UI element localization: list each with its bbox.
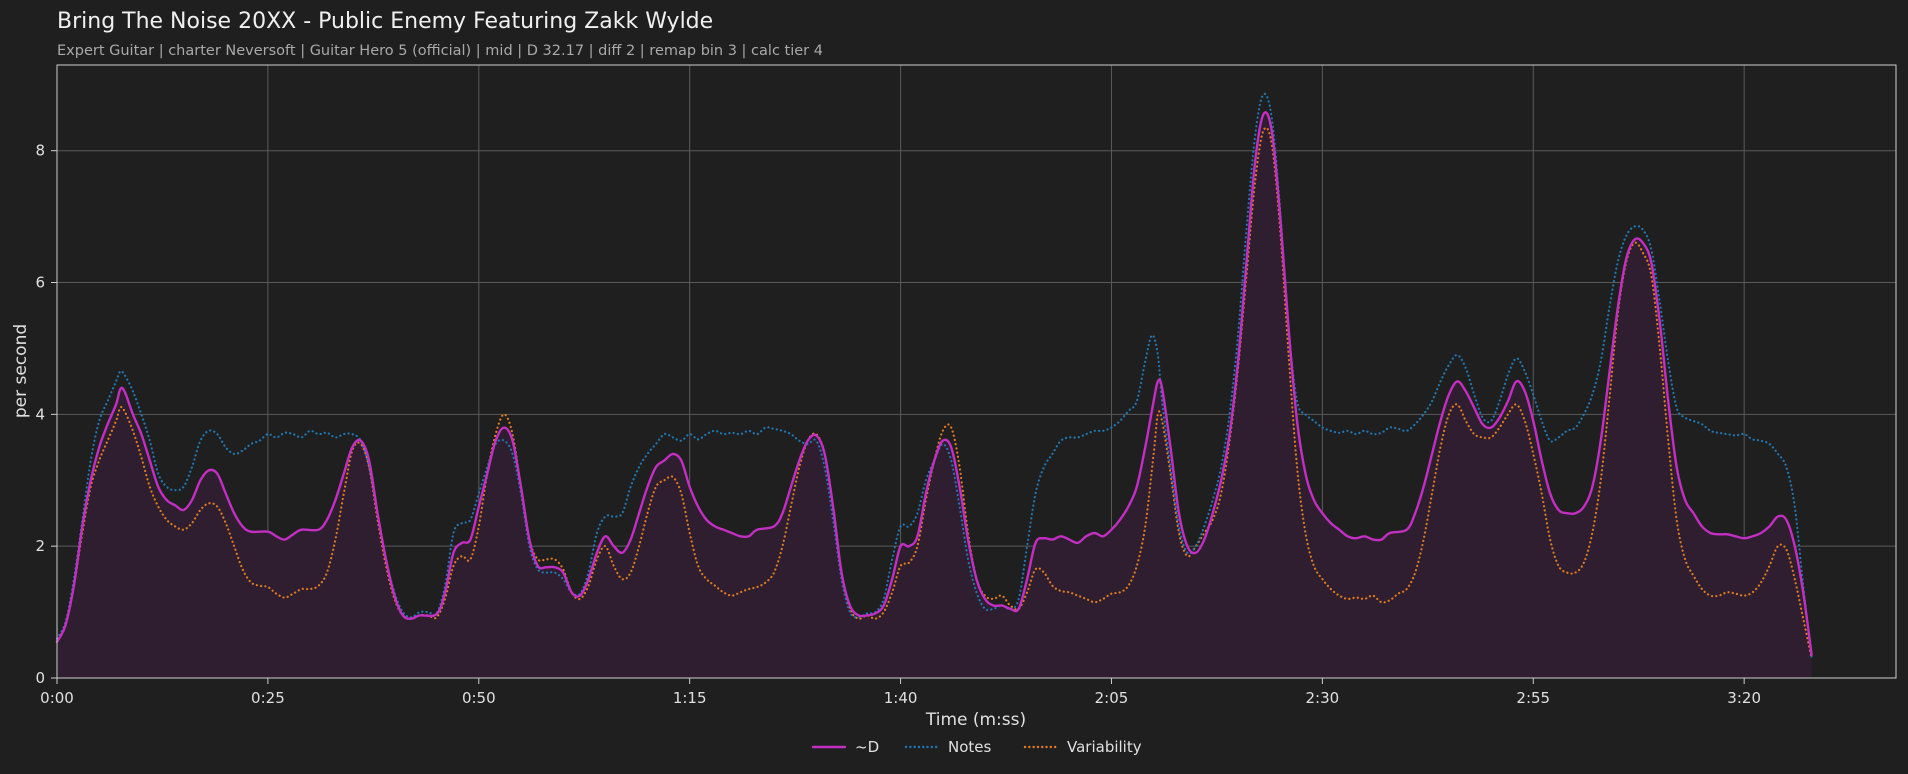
legend-item-variability: Variability [1023,738,1142,756]
legend: ~D Notes Variability [811,738,1142,756]
series-line-variability [55,126,1813,660]
x-tick-label: 0:50 [462,689,496,707]
x-tick-label: 2:55 [1516,689,1550,707]
y-tick-label: 8 [35,142,45,160]
legend-item-notes: Notes [904,738,992,756]
legend-item-d: ~D [811,738,879,756]
x-tick-label: 1:15 [673,689,707,707]
x-tick-label: 0:00 [40,689,74,707]
series-line-notes [55,92,1813,660]
y-tick-label: 6 [35,274,45,292]
chart-title: Bring The Noise 20XX - Public Enemy Feat… [57,9,713,34]
y-tick-label: 2 [35,537,45,555]
x-tick-label: 1:40 [884,689,918,707]
series-d-fill [57,112,1812,678]
legend-label: Variability [1067,738,1142,756]
series-line-d [55,111,1813,657]
chart-subtitle: Expert Guitar | charter Neversoft | Guit… [57,43,823,59]
x-tick-label: 3:20 [1727,689,1761,707]
x-tick-label: 0:25 [251,689,285,707]
y-tick-label: 4 [35,405,45,423]
plot-area [55,92,1813,678]
y-axis-label: per second [11,324,31,418]
y-axis: 0 2 4 6 8 [35,142,57,687]
legend-label: Notes [948,738,992,756]
legend-label: ~D [855,738,879,756]
y-tick-label: 0 [35,669,45,687]
plot-frame [56,64,1897,679]
x-axis: 0:00 0:25 0:50 1:15 1:40 2:05 2:30 2:55 3:20 [40,678,1761,707]
x-axis-label: Time (m:ss) [925,710,1026,730]
x-tick-label: 2:30 [1306,689,1340,707]
x-tick-label: 2:05 [1095,689,1129,707]
